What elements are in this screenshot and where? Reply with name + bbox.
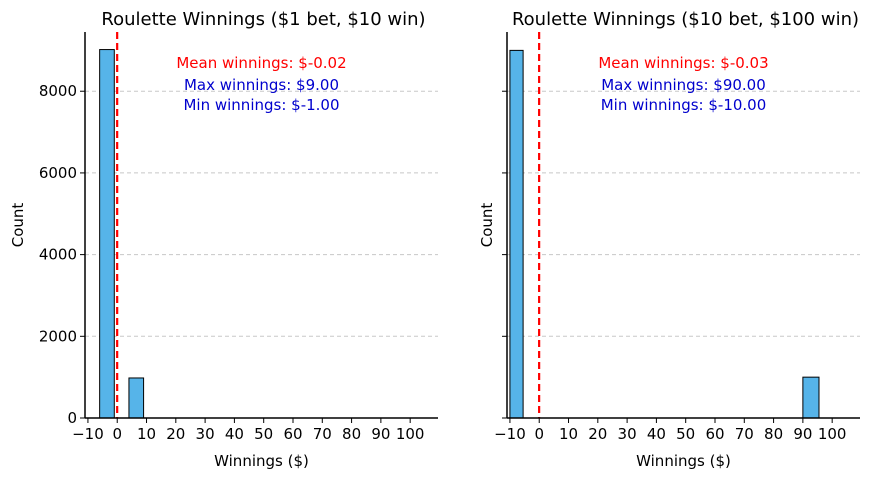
x-tick-label: 20 [166, 425, 185, 443]
x-tick-label: 20 [588, 425, 607, 443]
x-tick-label: 50 [254, 425, 273, 443]
x-tick-label: 70 [735, 425, 754, 443]
y-tick-label: 2000 [39, 327, 77, 345]
x-tick-label: 40 [647, 425, 666, 443]
min-annotation: Min winnings: $-1.00 [183, 96, 339, 114]
x-tick-label: 90 [793, 425, 812, 443]
x-tick-label: −10 [494, 425, 526, 443]
x-axis-label: Winnings ($) [214, 452, 309, 470]
left-histogram-panel: −10 0 10 20 30 40 50 60 70 80 90 100020004000600080… [9, 9, 438, 470]
right-histogram-panel: −10 0 10 20 30 40 50 60 70 80 90 100 Roulette Winnin… [478, 9, 860, 470]
x-tick-label: 50 [676, 425, 695, 443]
mean-annotation: Mean winnings: $-0.03 [598, 54, 768, 72]
x-tick-label: 60 [283, 425, 302, 443]
max-annotation: Max winnings: $90.00 [601, 76, 766, 94]
x-tick-label: 80 [342, 425, 361, 443]
histogram-bar [509, 49, 524, 419]
x-tick-label: 10 [137, 425, 156, 443]
y-tick-label: 6000 [39, 164, 77, 182]
x-tick-label: 0 [112, 425, 122, 443]
x-tick-label: 100 [818, 425, 847, 443]
x-tick-label: 70 [313, 425, 332, 443]
max-annotation: Max winnings: $9.00 [184, 76, 339, 94]
x-tick-label: 40 [225, 425, 244, 443]
x-tick-label: 30 [196, 425, 215, 443]
x-tick-label: 90 [371, 425, 390, 443]
x-tick-label: 0 [534, 425, 544, 443]
y-tick-label: 0 [67, 409, 77, 427]
y-tick-label: 4000 [39, 246, 77, 264]
y-tick-label: 8000 [39, 82, 77, 100]
x-tick-label: 80 [764, 425, 783, 443]
y-axis-label: Count [9, 203, 27, 248]
x-tick-label: 100 [396, 425, 425, 443]
x-tick-label: 60 [705, 425, 724, 443]
histogram-bar [128, 377, 145, 419]
chart-title: Roulette Winnings ($10 bet, $100 win) [512, 9, 859, 30]
x-tick-label: 30 [618, 425, 637, 443]
histogram-bar [99, 49, 115, 419]
histogram-bar [802, 376, 820, 419]
min-annotation: Min winnings: $-10.00 [601, 96, 767, 114]
chart-title: Roulette Winnings ($1 bet, $10 win) [101, 9, 425, 30]
y-axis-label: Count [478, 203, 496, 248]
x-tick-label: 10 [559, 425, 578, 443]
x-axis-label: Winnings ($) [636, 452, 731, 470]
mean-annotation: Mean winnings: $-0.02 [176, 54, 346, 72]
x-tick-label: −10 [72, 425, 104, 443]
